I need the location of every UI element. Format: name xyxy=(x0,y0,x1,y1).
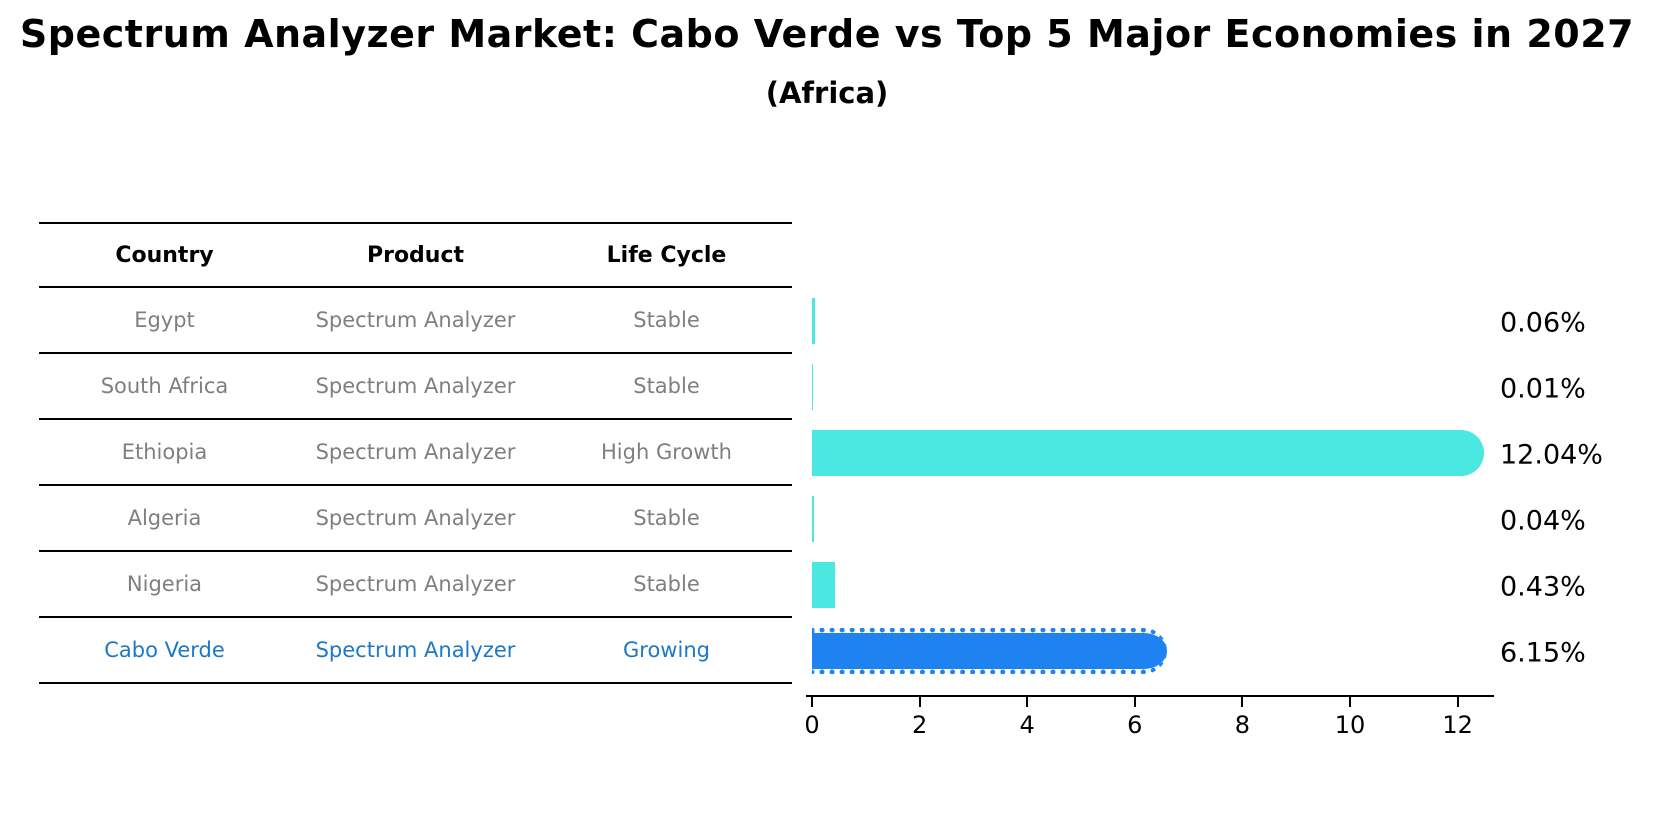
x-tick-mark-0 xyxy=(811,697,813,707)
table-row-south-africa: South Africa Spectrum Analyzer Stable xyxy=(39,354,792,420)
x-tick-label-0: 0 xyxy=(804,711,820,739)
cell-country: Egypt xyxy=(134,308,195,332)
cell-product: Spectrum Analyzer xyxy=(315,440,516,464)
value-label-algeria: 0.04% xyxy=(1500,505,1586,537)
table-body: Egypt Spectrum Analyzer Stable South Africa… xyxy=(39,288,792,684)
table-row-cabo-verde: Cabo Verde Spectrum Analyzer Growing xyxy=(39,618,792,684)
x-tick-label-2: 2 xyxy=(911,711,928,739)
value-label-ethiopia: 12.04% xyxy=(1500,439,1603,471)
x-tick-label-12: 12 xyxy=(1442,711,1473,739)
x-tick-mark-6 xyxy=(1133,697,1136,707)
cell-product: Spectrum Analyzer xyxy=(315,638,516,662)
bar-ethiopia xyxy=(812,430,1484,476)
table-header-product: Product xyxy=(366,242,465,268)
x-tick-mark-8 xyxy=(1241,697,1244,707)
cell-life-cycle: Stable xyxy=(633,374,700,398)
x-tick-mark-12 xyxy=(1456,697,1459,707)
bar-nigeria xyxy=(812,562,836,608)
x-tick-label-4: 4 xyxy=(1019,711,1035,739)
table-header-row: Country Product Life Cycle xyxy=(39,222,792,288)
table-header-country: Country xyxy=(115,242,214,268)
table-header-life-cycle: Life Cycle xyxy=(606,242,727,268)
cell-product: Spectrum Analyzer xyxy=(315,506,516,530)
table-row-ethiopia: Ethiopia Spectrum Analyzer High Growth xyxy=(39,420,792,486)
cell-life-cycle: Stable xyxy=(633,506,700,530)
cell-country: Algeria xyxy=(127,506,202,530)
cell-product: Spectrum Analyzer xyxy=(315,572,516,596)
cell-country: Cabo Verde xyxy=(104,638,225,662)
chart-subtitle: (Africa) xyxy=(765,76,889,110)
cell-country: Nigeria xyxy=(126,572,203,596)
bar-south-africa xyxy=(812,364,813,410)
chart-title: Spectrum Analyzer Market: Cabo Verde vs … xyxy=(19,12,1635,56)
x-tick-mark-2 xyxy=(918,697,921,707)
value-label-south-africa: 0.01% xyxy=(1500,373,1586,405)
cell-life-cycle: Stable xyxy=(633,308,700,332)
table-row-algeria: Algeria Spectrum Analyzer Stable xyxy=(39,486,792,552)
cell-life-cycle: Stable xyxy=(633,572,700,596)
bar-algeria xyxy=(812,496,815,542)
value-label-egypt: 0.06% xyxy=(1500,307,1586,339)
table-row-egypt: Egypt Spectrum Analyzer Stable xyxy=(39,288,792,354)
value-label-nigeria: 0.43% xyxy=(1500,571,1586,603)
x-tick-label-6: 6 xyxy=(1127,711,1143,739)
country-table: Country Product Life Cycle Egypt Spectrum… xyxy=(39,222,792,684)
x-tick-mark-4 xyxy=(1026,697,1029,707)
cell-product: Spectrum Analyzer xyxy=(315,374,516,398)
x-axis-spine xyxy=(806,695,1494,697)
cell-country: Ethiopia xyxy=(121,440,208,464)
bar-cabo-verde xyxy=(812,628,1167,674)
x-tick-label-8: 8 xyxy=(1234,711,1251,739)
cell-product: Spectrum Analyzer xyxy=(315,308,516,332)
x-tick-label-10: 10 xyxy=(1334,711,1366,739)
value-label-cabo-verde: 6.15% xyxy=(1500,637,1586,669)
cell-country: South Africa xyxy=(100,374,229,398)
cell-life-cycle: High Growth xyxy=(601,440,732,464)
bar-egypt xyxy=(812,298,816,344)
x-tick-mark-10 xyxy=(1349,697,1351,707)
cell-life-cycle: Growing xyxy=(623,638,710,662)
table-row-nigeria: Nigeria Spectrum Analyzer Stable xyxy=(39,552,792,618)
